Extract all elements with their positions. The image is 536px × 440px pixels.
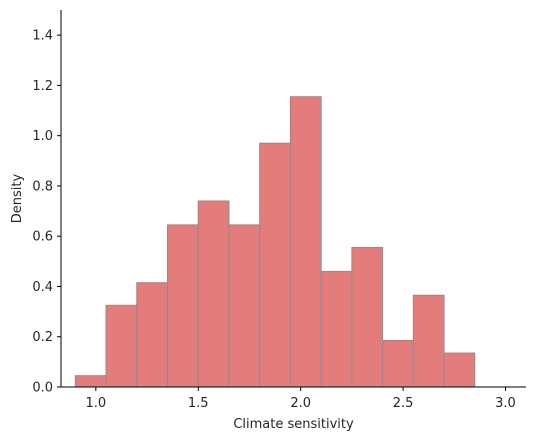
histogram-bar: [228, 224, 261, 388]
histogram-bar: [320, 270, 353, 388]
y-tick-label: 0.8: [32, 179, 53, 194]
histogram-bar: [412, 294, 445, 388]
y-tick-label: 1.0: [32, 129, 53, 144]
histogram-bar: [382, 340, 414, 388]
histogram-bars: [74, 96, 476, 388]
histogram-bar: [105, 304, 138, 388]
y-tick-label: 0.6: [32, 230, 53, 245]
x-tick-label: 1.5: [188, 396, 209, 411]
y-tick-label: 0.2: [32, 330, 53, 345]
histogram-bar: [136, 282, 169, 388]
x-axis-label: Climate sensitivity: [233, 417, 354, 432]
y-axis-label: Density: [10, 173, 25, 223]
x-tick-label: 1.0: [85, 396, 106, 411]
histogram-bar: [443, 352, 476, 388]
histogram-bar: [74, 375, 107, 388]
x-tick-label: 2.0: [290, 396, 311, 411]
x-tick-label: 3.0: [495, 396, 516, 411]
y-tick-label: 1.2: [32, 79, 53, 94]
histogram-bar: [259, 142, 291, 388]
y-tick-label: 1.4: [32, 29, 53, 44]
y-tick-label: 0.0: [32, 381, 53, 396]
x-tick-label: 2.5: [393, 396, 414, 411]
histogram-bar: [351, 247, 384, 388]
y-tick-label: 0.4: [32, 280, 53, 295]
histogram-bar: [197, 200, 230, 388]
y-axis-ticks: 0.0 0.2 0.4 0.6 0.8 1.0 1.2 1.4: [32, 29, 61, 396]
histogram-bar: [167, 224, 199, 388]
histogram-bar: [289, 96, 322, 388]
x-axis-ticks: 1.0 1.5 2.0 2.5 3.0: [85, 387, 516, 411]
